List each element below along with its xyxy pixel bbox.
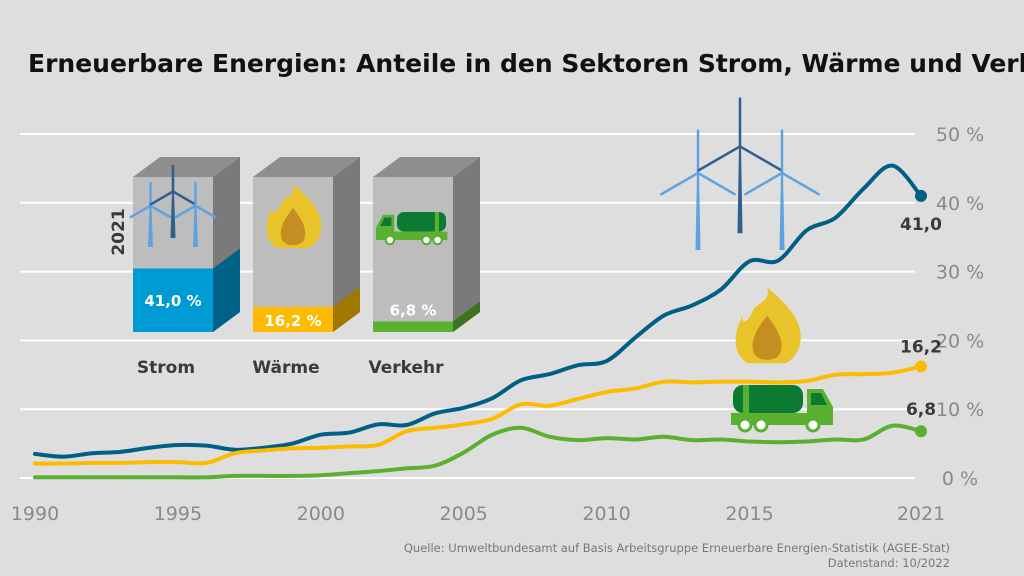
series-lines: 41,0 16,2 6,8	[33, 163, 942, 480]
turbine-blade	[149, 204, 172, 219]
y-tick-label: 0 %	[942, 468, 978, 490]
inset-2021: 2021 41,0 % Strom 16,2 % Wärme 6,8 % Verkehr	[109, 157, 480, 378]
box-value-label: 41,0 %	[144, 292, 201, 310]
box-side	[453, 157, 480, 332]
line-icons	[660, 97, 833, 433]
x-tick-label: 2010	[582, 503, 630, 525]
turbine-tower	[779, 173, 785, 250]
turbine-tower	[193, 205, 198, 247]
box-top	[133, 157, 240, 177]
turbine-blade	[129, 204, 152, 219]
tanker-truck-icon	[731, 385, 833, 433]
truck-wheel	[805, 417, 821, 433]
truck-tank	[733, 385, 803, 413]
turbine-blade	[174, 204, 197, 219]
box-front	[373, 177, 453, 332]
truck-wheel	[421, 234, 432, 246]
truck-ladder	[434, 212, 439, 232]
box-value-label: 6,8 %	[390, 301, 437, 319]
inset-box-wärme: 16,2 % Wärme	[252, 157, 360, 378]
x-tick-label: 2000	[297, 503, 345, 525]
y-axis-ticks: 0 % 10 % 20 % 30 % 40 % 50 %	[936, 124, 984, 490]
tanker-truck-icon	[376, 212, 448, 246]
truck-window	[811, 393, 827, 405]
turbine-blade	[660, 171, 700, 196]
turbine-blade	[149, 190, 175, 206]
x-tick-label: 1995	[154, 503, 202, 525]
turbine-blade	[696, 171, 736, 196]
flame-inner	[752, 315, 782, 360]
y-tick-label: 30 %	[936, 262, 984, 284]
flame-inner	[280, 208, 306, 246]
x-tick-label: 2015	[725, 503, 773, 525]
box-fill-side	[213, 248, 240, 332]
truck-wheel	[737, 417, 753, 433]
box-category-label: Wärme	[252, 358, 319, 378]
end-value-label: 6,8	[906, 400, 936, 420]
truck-window	[380, 217, 392, 226]
inset-year-label: 2021	[109, 208, 129, 255]
box-fill-front	[373, 321, 453, 332]
series-line-wärme	[33, 364, 923, 466]
end-point-marker	[915, 425, 927, 438]
end-value-label: 16,2	[900, 338, 942, 358]
turbine-blade	[780, 171, 820, 196]
box-top	[253, 157, 360, 177]
inset-box-strom: 41,0 % Strom	[129, 157, 240, 378]
turbine-blade	[738, 145, 783, 172]
turbine-tower	[170, 191, 176, 238]
inset-box-verkehr: 6,8 % Verkehr	[368, 157, 480, 378]
series-line-strom	[33, 163, 923, 459]
turbine-blade	[697, 145, 742, 172]
end-point-marker	[915, 189, 927, 202]
box-category-label: Verkehr	[368, 358, 444, 378]
x-tick-label: 1990	[11, 503, 59, 525]
box-fill-front	[253, 306, 333, 332]
turbine-tower	[148, 205, 153, 247]
y-tick-label: 20 %	[936, 330, 984, 352]
y-tick-label: 10 %	[936, 399, 984, 421]
chart-title: Erneuerbare Energien: Anteile in den Sek…	[28, 49, 1024, 78]
box-value-label: 16,2 %	[264, 312, 321, 330]
truck-wheel	[753, 417, 769, 433]
x-tick-label: 2005	[440, 503, 488, 525]
box-top	[373, 157, 480, 177]
data-status-text: Datenstand: 10/2022	[828, 556, 950, 570]
flame-icon	[735, 287, 801, 364]
box-fill-front	[133, 268, 213, 332]
source-text: Quelle: Umweltbundesamt auf Basis Arbeit…	[404, 541, 950, 555]
box-category-label: Strom	[137, 358, 195, 378]
turbine-blade	[194, 204, 217, 219]
turbine-blade	[744, 171, 784, 196]
end-value-label: 41,0	[900, 215, 942, 235]
y-tick-label: 40 %	[936, 193, 984, 215]
truck-wheel	[384, 234, 396, 246]
truck-wheel	[432, 234, 443, 246]
box-fill-side	[453, 301, 480, 332]
turbine-blade	[171, 190, 197, 206]
box-fill-side	[333, 286, 360, 332]
box-side	[333, 157, 360, 332]
turbine-tower	[737, 146, 743, 234]
truck-ladder	[743, 385, 749, 413]
x-tick-label: 2021	[897, 503, 945, 525]
truck-tank	[397, 212, 446, 232]
wind-turbines-icon	[129, 164, 217, 247]
flame-icon	[266, 184, 322, 248]
y-tick-label: 50 %	[936, 124, 984, 146]
end-point-marker	[915, 360, 927, 373]
x-axis-ticks: 1990 1995 2000 2005 2010 2015 2021	[11, 503, 945, 525]
series-line-verkehr	[33, 423, 923, 480]
wind-turbines-icon	[660, 97, 820, 250]
turbine-tower	[695, 173, 701, 250]
